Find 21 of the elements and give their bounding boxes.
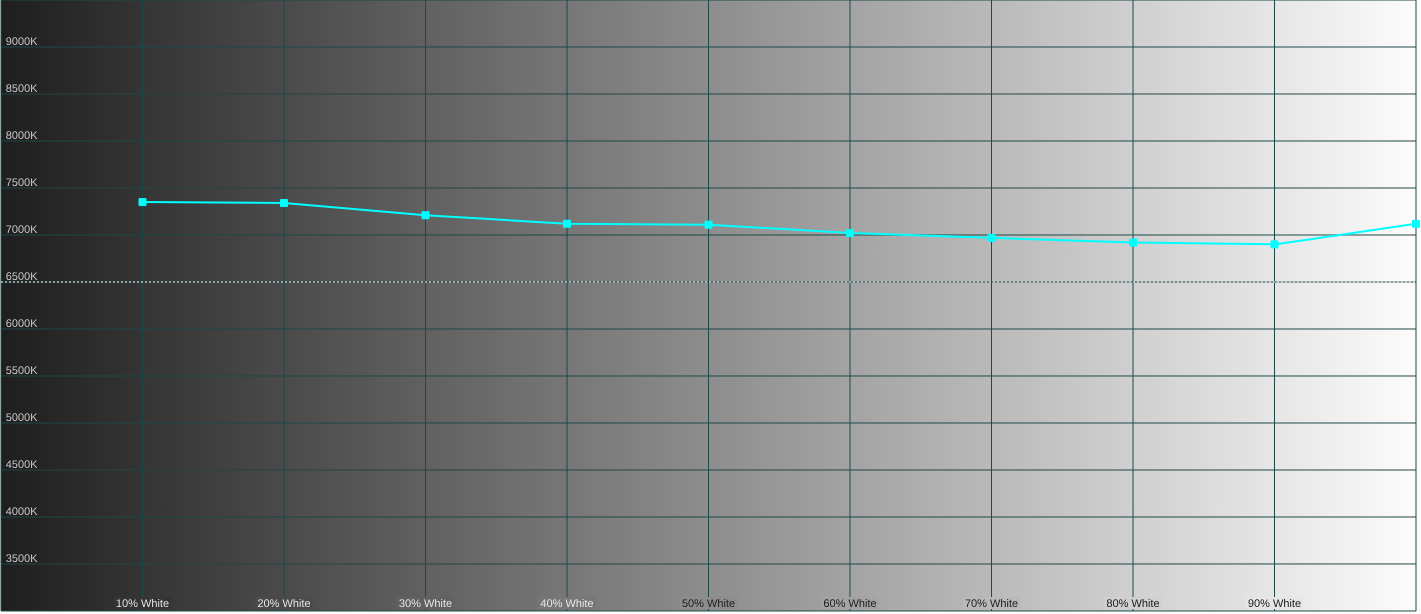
y-tick-label: 9000K (6, 37, 38, 46)
x-tick-label: 80% White (1106, 599, 1160, 608)
x-tick-label: 50% White (682, 599, 735, 608)
x-tick-label: 60% White (823, 599, 877, 608)
y-tick-label: 8000K (6, 131, 38, 140)
y-tick-label: 7500K (6, 178, 38, 187)
y-tick-label: 8500K (6, 84, 38, 93)
x-tick-label: 10% White (116, 599, 169, 608)
x-tick-label: 30% White (399, 599, 452, 608)
x-tick-label: 20% White (257, 599, 311, 608)
x-tick-label: 40% White (540, 599, 594, 608)
x-tick-label: 90% White (1248, 599, 1301, 608)
y-tick-label: 6500K (6, 272, 38, 281)
y-tick-label: 6000K (6, 319, 38, 328)
x-tick-label: 70% White (965, 599, 1018, 608)
y-tick-label: 7000K (6, 225, 38, 234)
y-tick-label: 3500K (6, 554, 38, 563)
y-tick-label: 4500K (5, 460, 38, 469)
y-tick-label: 5000K (6, 413, 38, 422)
y-tick-label: 5500K (6, 366, 38, 375)
y-tick-label: 4000K (5, 507, 38, 516)
